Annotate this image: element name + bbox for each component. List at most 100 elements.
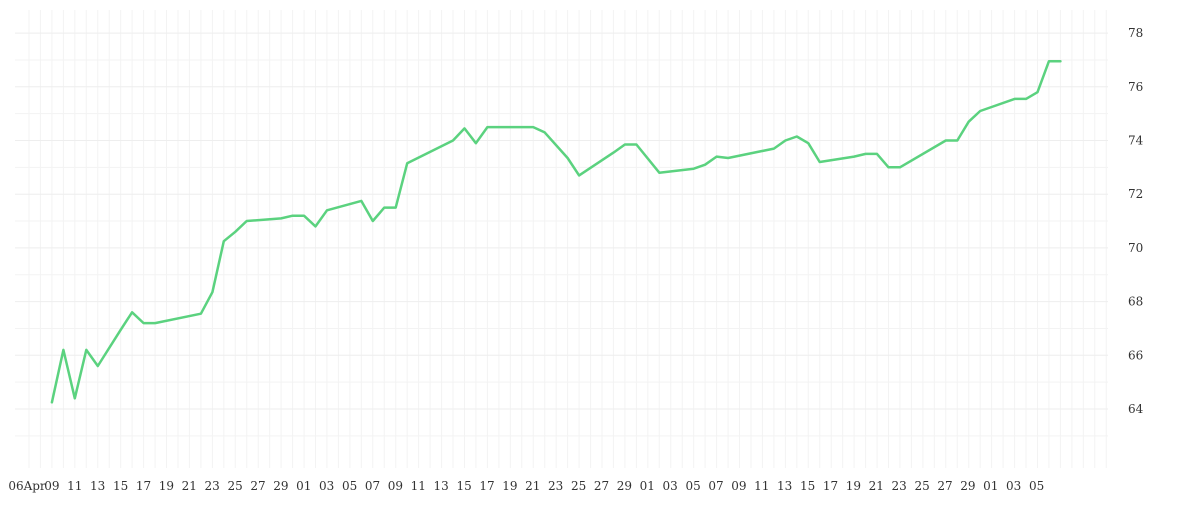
data-point (62, 349, 64, 351)
x-tick-label: 27 (594, 479, 609, 493)
y-tick-label: 78 (1128, 26, 1143, 40)
data-point (566, 157, 568, 159)
data-point (154, 322, 156, 324)
data-point (715, 155, 717, 157)
x-tick-label: 13 (777, 479, 792, 493)
y-tick-label: 72 (1128, 187, 1143, 201)
data-point (475, 142, 477, 144)
data-point (727, 157, 729, 159)
x-tick-label: 06Apr (8, 479, 46, 493)
x-tick-label: 11 (411, 479, 426, 493)
y-axis: 64 66 68 70 72 74 76 78 (1128, 26, 1144, 416)
data-point (486, 126, 488, 128)
data-point (211, 291, 213, 293)
y-tick-label: 64 (1128, 402, 1144, 416)
x-tick-label: 03 (319, 479, 334, 493)
x-tick-label: 29 (273, 479, 288, 493)
data-point (51, 401, 53, 403)
x-tick-label: 27 (250, 479, 265, 493)
x-tick-label: 21 (869, 479, 884, 493)
x-tick-label: 11 (67, 479, 82, 493)
data-point (291, 215, 293, 217)
data-point (246, 220, 248, 222)
x-tick-label: 15 (800, 479, 815, 493)
data-point (314, 225, 316, 227)
data-point (1048, 60, 1050, 62)
data-point (200, 313, 202, 315)
data-point (899, 166, 901, 168)
data-point (1013, 98, 1015, 100)
data-point (704, 164, 706, 166)
data-point (97, 365, 99, 367)
data-point (463, 127, 465, 129)
x-tick-label: 19 (502, 479, 517, 493)
data-point (773, 147, 775, 149)
x-tick-label: 17 (479, 479, 494, 493)
x-tick-label: 15 (456, 479, 471, 493)
data-point (280, 217, 282, 219)
x-tick-label: 29 (960, 479, 975, 493)
series-line (50, 60, 1062, 404)
data-point (85, 349, 87, 351)
x-tick-label: 23 (548, 479, 563, 493)
x-tick-label: 09 (388, 479, 403, 493)
data-point (1025, 98, 1027, 100)
data-point (658, 172, 660, 174)
data-point (223, 240, 225, 242)
x-tick-label: 29 (617, 479, 632, 493)
data-point (383, 206, 385, 208)
data-point (406, 162, 408, 164)
data-point (624, 143, 626, 145)
x-tick-label: 15 (113, 479, 128, 493)
data-point (864, 153, 866, 155)
grid (15, 10, 1108, 468)
data-point (979, 110, 981, 112)
x-tick-label: 05 (1029, 479, 1044, 493)
x-tick-label: 25 (227, 479, 242, 493)
x-tick-label: 11 (754, 479, 769, 493)
x-tick-label: 03 (663, 479, 678, 493)
y-tick-label: 66 (1128, 348, 1143, 362)
data-point (887, 166, 889, 168)
data-point (131, 311, 133, 313)
data-point (968, 121, 970, 123)
data-point (876, 153, 878, 155)
x-tick-label: 01 (640, 479, 655, 493)
x-tick-label: 27 (937, 479, 952, 493)
data-point (796, 135, 798, 137)
x-tick-label: 01 (983, 479, 998, 493)
data-point (360, 200, 362, 202)
data-point (693, 168, 695, 170)
x-tick-label: 17 (823, 479, 838, 493)
data-point (807, 142, 809, 144)
data-point (956, 139, 958, 141)
x-tick-label: 17 (136, 479, 151, 493)
data-point (234, 231, 236, 233)
data-point (452, 139, 454, 141)
data-point (945, 139, 947, 141)
x-tick-label: 01 (296, 479, 311, 493)
y-tick-label: 68 (1128, 295, 1143, 309)
x-tick-label: 23 (892, 479, 907, 493)
series-layer (50, 60, 1062, 404)
data-point (74, 397, 76, 399)
y-tick-label: 76 (1128, 80, 1143, 94)
data-point (635, 143, 637, 145)
x-tick-label: 19 (846, 479, 861, 493)
x-tick-label: 23 (205, 479, 220, 493)
x-tick-label: 07 (708, 479, 723, 493)
data-point (326, 209, 328, 211)
data-point (544, 131, 546, 133)
data-point (395, 206, 397, 208)
data-point (532, 126, 534, 128)
x-tick-label: 25 (914, 479, 929, 493)
data-point (853, 155, 855, 157)
data-point (1036, 91, 1038, 93)
x-tick-label: 05 (342, 479, 357, 493)
x-tick-label: 25 (571, 479, 586, 493)
data-point (819, 161, 821, 163)
x-tick-label: 21 (525, 479, 540, 493)
x-tick-label: 13 (434, 479, 449, 493)
data-point (303, 215, 305, 217)
